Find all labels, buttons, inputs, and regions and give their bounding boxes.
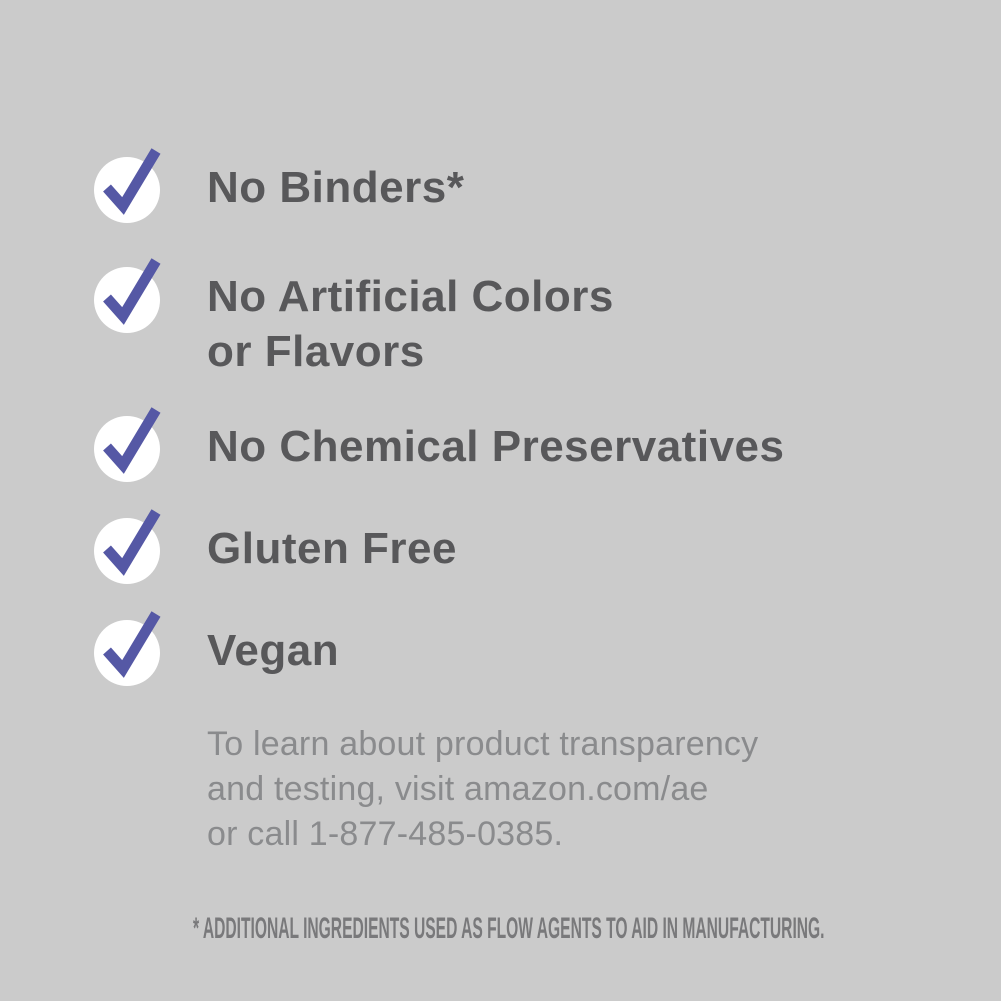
feature-label: Gluten Free [207, 523, 457, 573]
checkmark-icon [94, 509, 161, 584]
feature-label: No Binders* [207, 162, 465, 212]
feature-item-no-binders: No Binders* [93, 148, 465, 223]
feature-item-vegan: Vegan [93, 611, 340, 686]
feature-item-gluten-free: Gluten Free [93, 509, 457, 584]
feature-item-no-artificial-colors: No Artificial Colors or Flavors [93, 258, 614, 379]
checkmark-icon [94, 148, 161, 223]
checkmark-icon [94, 407, 161, 482]
feature-label: No Chemical Preservatives [207, 421, 785, 471]
feature-item-no-chemical-preservatives: No Chemical Preservatives [93, 407, 785, 482]
checkmark-icon [94, 258, 161, 333]
footnote-disclaimer: * ADDITIONAL INGREDIENTS USED AS FLOW AG… [193, 912, 825, 945]
checkmark-icon [94, 611, 161, 686]
transparency-note: To learn about product transparency and … [207, 725, 759, 853]
feature-label: Vegan [207, 625, 340, 675]
feature-label: No Artificial Colors or Flavors [207, 272, 614, 376]
